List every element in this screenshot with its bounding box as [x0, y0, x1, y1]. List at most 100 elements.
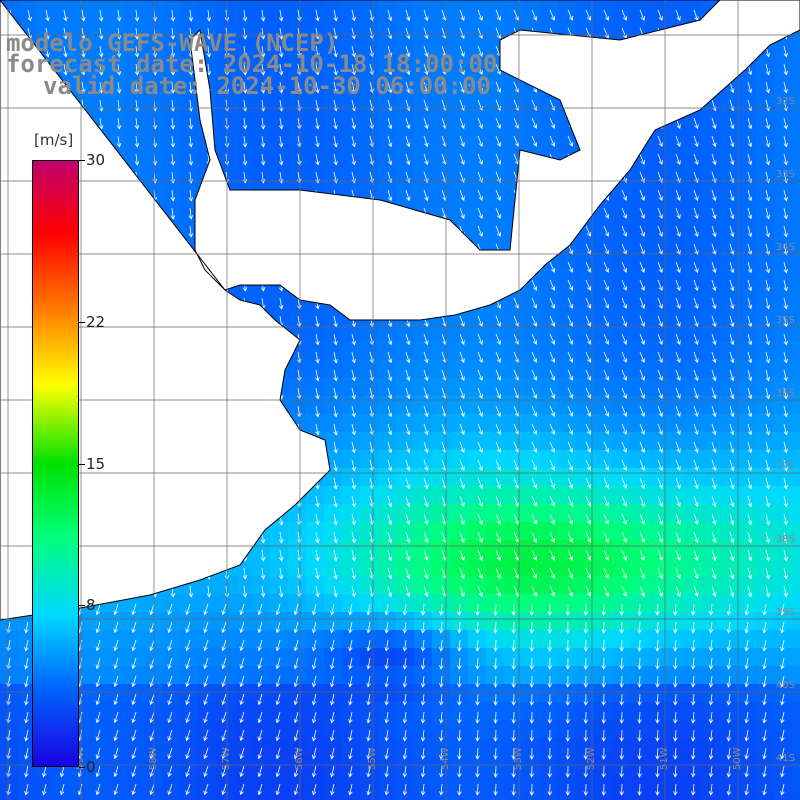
wind-arrow [565, 783, 571, 796]
speed-cell [252, 594, 271, 613]
wind-arrow [475, 711, 480, 724]
speed-cell [378, 144, 397, 163]
wind-arrow [477, 585, 483, 598]
speed-cell [504, 90, 523, 109]
wind-arrow [765, 297, 771, 310]
speed-cell [360, 432, 379, 451]
speed-cell [792, 306, 800, 325]
speed-cell [144, 144, 163, 163]
speed-cell [540, 540, 559, 559]
wind-arrow [585, 261, 592, 273]
wind-arrow [690, 657, 696, 670]
wind-arrow [513, 9, 520, 21]
speed-cell [792, 90, 800, 109]
speed-cell [432, 342, 451, 361]
speed-cell [378, 666, 397, 685]
speed-cell [270, 162, 289, 181]
speed-cell [720, 306, 739, 325]
wind-arrow [275, 603, 281, 616]
wind-arrow [387, 369, 393, 382]
speed-cell [360, 504, 379, 523]
wind-arrow [333, 405, 338, 418]
speed-cell [594, 486, 613, 505]
speed-cell [648, 702, 667, 721]
wind-arrow [42, 765, 47, 778]
speed-cell [486, 432, 505, 451]
speed-cell [324, 576, 343, 595]
wind-arrow [493, 639, 498, 652]
speed-cell [702, 522, 721, 541]
speed-cell [108, 720, 127, 739]
speed-cell [90, 720, 109, 739]
wind-arrow [95, 639, 101, 652]
wind-arrow [149, 603, 155, 616]
wind-arrow [780, 783, 785, 796]
speed-cell [486, 180, 505, 199]
wind-arrow [655, 639, 660, 652]
speed-cell [486, 702, 505, 721]
speed-cell [468, 774, 487, 793]
wind-arrow [311, 747, 317, 760]
speed-cell [288, 396, 307, 415]
speed-cell [558, 594, 577, 613]
wind-arrow [675, 9, 681, 22]
speed-cell [522, 630, 541, 649]
wind-arrow [783, 225, 788, 238]
wind-arrow [744, 639, 749, 652]
speed-cell [486, 648, 505, 667]
wind-arrow [278, 81, 284, 94]
wind-arrow [405, 441, 411, 454]
speed-cell [216, 684, 235, 703]
wind-arrow [95, 603, 101, 616]
speed-cell [288, 630, 307, 649]
wind-arrow [24, 657, 29, 670]
speed-cell [684, 162, 703, 181]
wind-arrow [423, 153, 429, 166]
wind-arrow [315, 567, 320, 580]
speed-cell [414, 162, 433, 181]
wind-arrow [188, 135, 194, 148]
speed-cell [270, 738, 289, 757]
speed-cell [774, 126, 793, 145]
speed-cell [666, 702, 685, 721]
speed-cell [792, 126, 800, 145]
wind-arrow [765, 531, 771, 544]
wind-arrow [729, 261, 735, 274]
wind-arrow [387, 423, 393, 436]
latitude-label: 34S [776, 242, 795, 253]
speed-cell [594, 432, 613, 451]
wind-arrow [675, 441, 681, 454]
speed-cell [126, 90, 145, 109]
wind-arrow [459, 207, 465, 220]
speed-cell [378, 630, 397, 649]
wind-arrow [511, 693, 516, 706]
speed-cell [324, 738, 343, 757]
speed-cell [576, 774, 595, 793]
wind-arrow [747, 225, 753, 238]
speed-cell [630, 288, 649, 307]
wind-arrow [170, 45, 176, 58]
wind-arrow [387, 27, 393, 40]
speed-cell [162, 0, 181, 19]
wind-arrow [619, 657, 624, 670]
wind-arrow [239, 693, 245, 706]
wind-arrow [311, 783, 317, 796]
wind-arrow [293, 783, 299, 796]
speed-cell [486, 594, 505, 613]
wind-arrow [513, 405, 520, 417]
wind-arrow [278, 585, 284, 598]
speed-cell [450, 396, 469, 415]
speed-cell [324, 72, 343, 91]
speed-cell [108, 756, 127, 775]
wind-arrow [747, 441, 753, 454]
speed-cell [684, 144, 703, 163]
speed-cell [216, 774, 235, 793]
speed-cell [684, 414, 703, 433]
speed-cell [342, 756, 361, 775]
speed-cell [756, 468, 775, 487]
speed-cell [396, 792, 415, 800]
speed-cell [36, 36, 55, 55]
speed-cell [756, 342, 775, 361]
wind-arrow [495, 567, 502, 579]
